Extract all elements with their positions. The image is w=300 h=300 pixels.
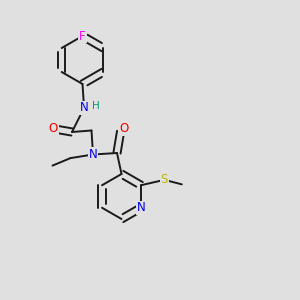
Text: N: N bbox=[80, 101, 88, 115]
Text: N: N bbox=[136, 201, 146, 214]
Text: S: S bbox=[161, 173, 168, 186]
Text: O: O bbox=[120, 122, 129, 135]
Text: O: O bbox=[49, 122, 58, 136]
Text: H: H bbox=[92, 101, 100, 112]
Text: N: N bbox=[88, 148, 98, 161]
Text: F: F bbox=[79, 29, 86, 43]
